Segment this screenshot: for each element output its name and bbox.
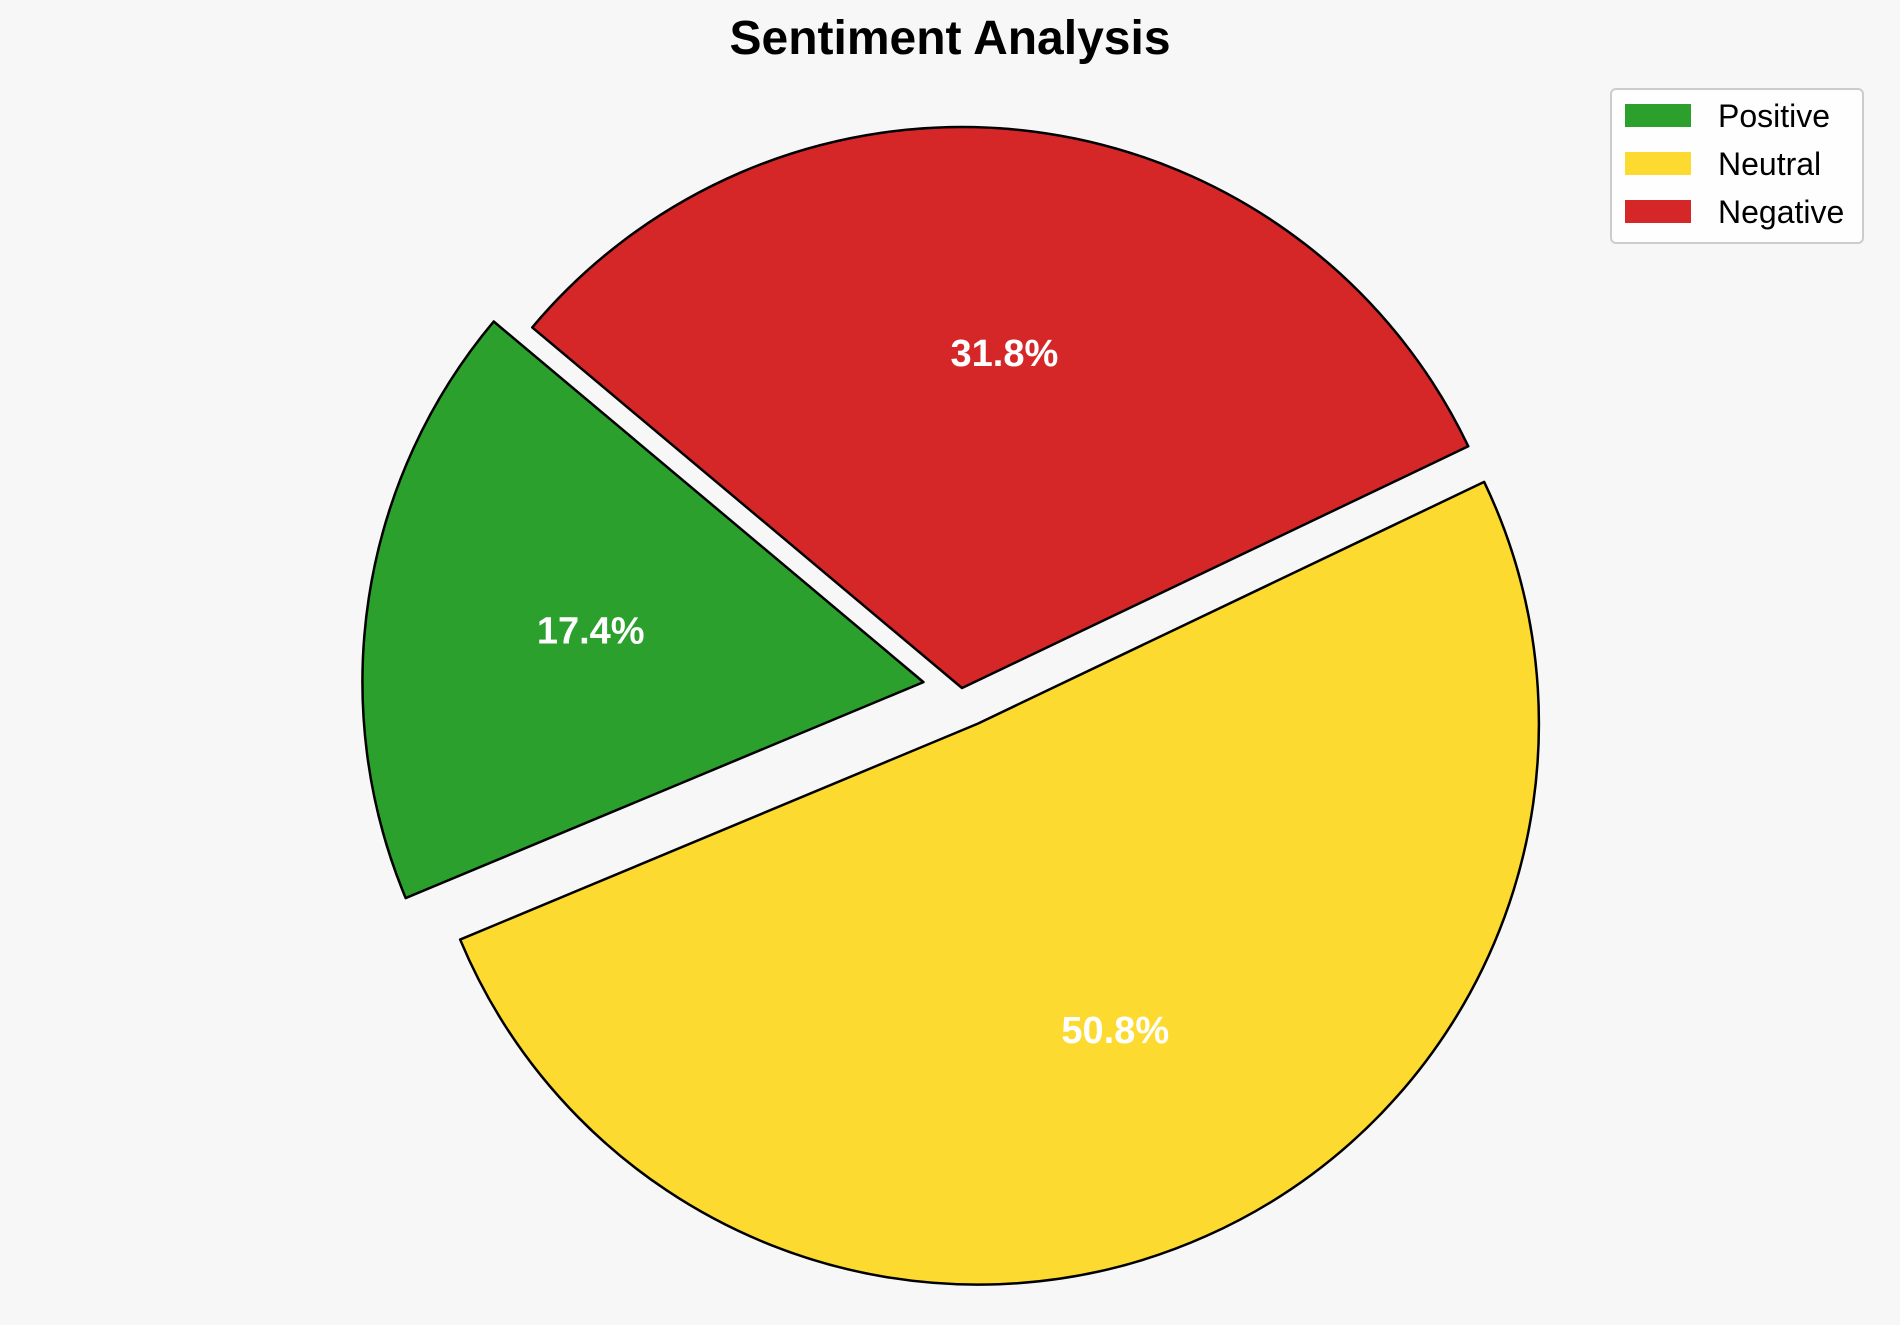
slice-percent-label-neutral: 50.8%: [1061, 1010, 1169, 1052]
slice-percent-label-positive: 17.4%: [537, 610, 645, 652]
pie-slice-negative: [530, 125, 1470, 690]
legend-label-negative: Negative: [1718, 194, 1844, 230]
legend-swatch-neutral: [1625, 152, 1691, 175]
legend-swatch-negative: [1625, 200, 1691, 223]
pie-slice-positive: [361, 320, 925, 900]
pie-slice-neutral: [458, 480, 1541, 1286]
chart-title: Sentiment Analysis: [729, 12, 1170, 65]
legend: Positive Neutral Negative: [1610, 88, 1864, 244]
slice-percent-label-negative: 31.8%: [951, 333, 1059, 375]
labels-layer: 17.4% 50.8% 31.8%: [537, 333, 1169, 1052]
legend-label-neutral: Neutral: [1718, 146, 1821, 182]
slices-layer: [361, 125, 1541, 1286]
legend-label-positive: Positive: [1718, 98, 1830, 134]
legend-swatch-positive: [1625, 104, 1691, 127]
